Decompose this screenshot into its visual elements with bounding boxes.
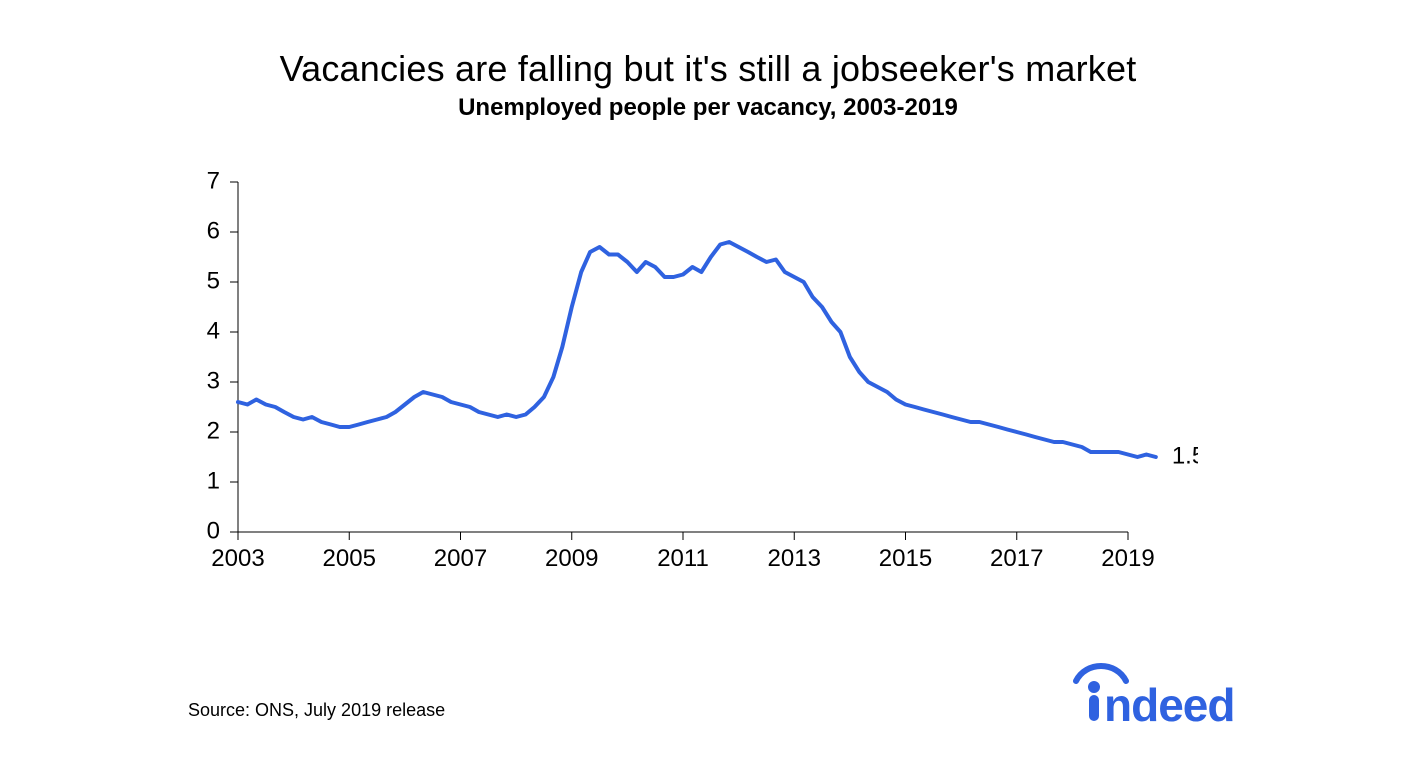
y-tick-label: 5 <box>207 267 220 294</box>
logo-dot-icon <box>1088 681 1100 693</box>
x-tick-label: 2009 <box>545 545 598 572</box>
y-tick-label: 6 <box>207 217 220 244</box>
x-tick-label: 2007 <box>434 545 487 572</box>
chart-svg: 0 1 2 3 4 5 6 7 2003 2005 2007 2009 2011 2013 2015 2017… <box>188 172 1198 582</box>
y-tick-label: 1 <box>207 467 220 494</box>
logo-text: ndeed <box>1104 679 1234 729</box>
indeed-logo-svg: ndeed <box>1068 659 1268 729</box>
x-tick-label: 2005 <box>323 545 376 572</box>
y-tick-label: 3 <box>207 367 220 394</box>
y-tick-label: 0 <box>207 517 220 544</box>
data-line <box>238 242 1156 457</box>
x-tick-label: 2013 <box>768 545 821 572</box>
logo-i-stem <box>1089 695 1099 721</box>
chart-subtitle: Unemployed people per vacancy, 2003-2019 <box>0 94 1416 122</box>
chart-title: Vacancies are falling but it's still a j… <box>0 48 1416 90</box>
y-tick-label: 4 <box>207 317 220 344</box>
x-tick-label: 2015 <box>879 545 932 572</box>
series-end-label: 1.5 <box>1172 442 1198 469</box>
y-tick-label: 7 <box>207 172 220 194</box>
x-tick-label: 2019 <box>1101 545 1154 572</box>
source-text: Source: ONS, July 2019 release <box>188 700 445 721</box>
indeed-logo: ndeed <box>1068 659 1268 729</box>
line-chart: 0 1 2 3 4 5 6 7 2003 2005 2007 2009 2011 2013 2015 2017… <box>188 172 1198 582</box>
x-tick-label: 2017 <box>990 545 1043 572</box>
x-tick-label: 2003 <box>211 545 264 572</box>
x-tick-label: 2011 <box>657 545 709 572</box>
y-tick-label: 2 <box>207 417 220 444</box>
